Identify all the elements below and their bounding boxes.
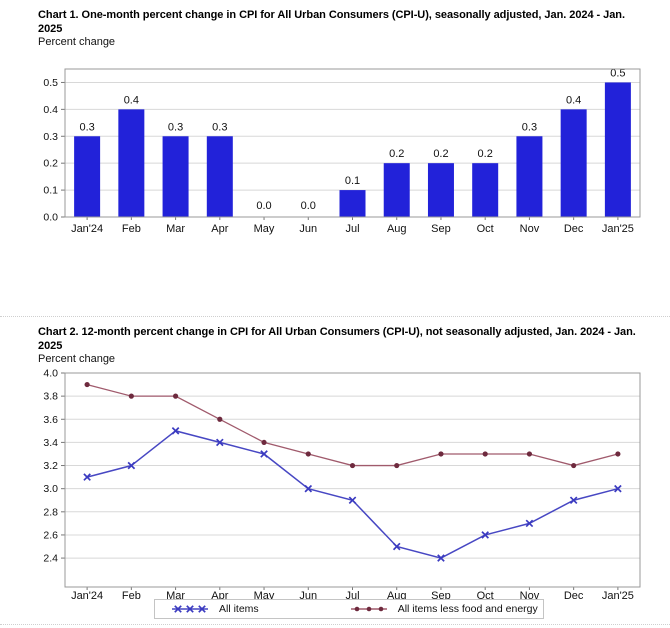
svg-text:0.4: 0.4: [43, 104, 58, 116]
svg-text:3.8: 3.8: [43, 391, 58, 403]
legend-label-all-items: All items: [219, 603, 259, 615]
svg-text:Oct: Oct: [477, 223, 494, 235]
svg-text:0.3: 0.3: [522, 121, 537, 133]
svg-text:0.5: 0.5: [43, 77, 58, 89]
legend-item-all-items-less-food-energy: All items less food and energy: [349, 603, 538, 615]
svg-text:0.2: 0.2: [389, 148, 404, 160]
svg-text:Dec: Dec: [564, 223, 584, 235]
svg-text:0.0: 0.0: [301, 200, 316, 212]
svg-text:2.4: 2.4: [43, 553, 58, 565]
svg-text:0.2: 0.2: [43, 158, 58, 170]
svg-text:Dec: Dec: [564, 590, 584, 602]
svg-text:0.2: 0.2: [478, 148, 493, 160]
svg-text:0.2: 0.2: [433, 148, 448, 160]
svg-text:Jun: Jun: [299, 223, 317, 235]
legend-item-all-items: All items: [170, 603, 259, 615]
svg-text:Jan'24: Jan'24: [71, 590, 103, 602]
svg-text:Apr: Apr: [211, 223, 228, 235]
svg-text:Feb: Feb: [122, 590, 141, 602]
svg-text:0.1: 0.1: [43, 185, 58, 197]
all-items-line-sample-icon: [172, 605, 208, 613]
svg-text:0.3: 0.3: [79, 121, 94, 133]
svg-text:Sep: Sep: [431, 223, 451, 235]
svg-text:0.5: 0.5: [610, 67, 625, 79]
legend-label-all-items-less-food-energy: All items less food and energy: [397, 603, 538, 615]
svg-text:Nov: Nov: [520, 223, 540, 235]
chart1-section: Chart 1. One-month percent change in CPI…: [0, 8, 670, 244]
svg-text:0.3: 0.3: [212, 121, 227, 133]
svg-text:Mar: Mar: [166, 223, 185, 235]
chart2-axis-unit-label: Percent change: [38, 353, 116, 365]
svg-text:Jan'25: Jan'25: [602, 590, 634, 602]
chart2-legend: All items All items less food and energy: [154, 599, 544, 619]
svg-text:3.6: 3.6: [43, 414, 58, 426]
svg-text:2.8: 2.8: [43, 506, 58, 518]
svg-text:0.0: 0.0: [43, 212, 58, 224]
svg-text:3.4: 3.4: [43, 437, 58, 449]
svg-text:0.0: 0.0: [256, 200, 271, 212]
svg-text:Feb: Feb: [122, 223, 141, 235]
section-divider-bottom: [0, 624, 670, 625]
section-divider-top: [0, 316, 670, 317]
svg-text:4.0: 4.0: [43, 368, 58, 380]
svg-text:0.3: 0.3: [43, 131, 58, 143]
svg-text:Jul: Jul: [345, 223, 359, 235]
chart2-section: Chart 2. 12-month percent change in CPI …: [0, 325, 670, 603]
svg-text:0.1: 0.1: [345, 175, 360, 187]
svg-text:0.3: 0.3: [168, 121, 183, 133]
svg-text:Aug: Aug: [387, 223, 407, 235]
all-items-less-food-energy-line-sample-icon: [350, 606, 387, 612]
chart1-axis-unit-label: Percent change: [38, 36, 116, 48]
svg-text:0.4: 0.4: [566, 94, 581, 106]
svg-text:3.2: 3.2: [43, 460, 58, 472]
svg-text:3.0: 3.0: [43, 483, 58, 495]
svg-text:Jan'24: Jan'24: [71, 223, 103, 235]
svg-text:Jan'25: Jan'25: [602, 223, 634, 235]
chart1-title: Chart 1. One-month percent change in CPI…: [38, 9, 625, 35]
svg-text:2.6: 2.6: [43, 529, 58, 541]
svg-text:May: May: [254, 223, 275, 235]
svg-text:0.4: 0.4: [124, 94, 139, 106]
chart2-title: Chart 2. 12-month percent change in CPI …: [38, 326, 636, 352]
chart1-bar-plot: 0.0 0.1 0.2 0.3 0.4 0.5 Jan'24 Feb Mar Apr May Jun J…: [43, 67, 641, 235]
